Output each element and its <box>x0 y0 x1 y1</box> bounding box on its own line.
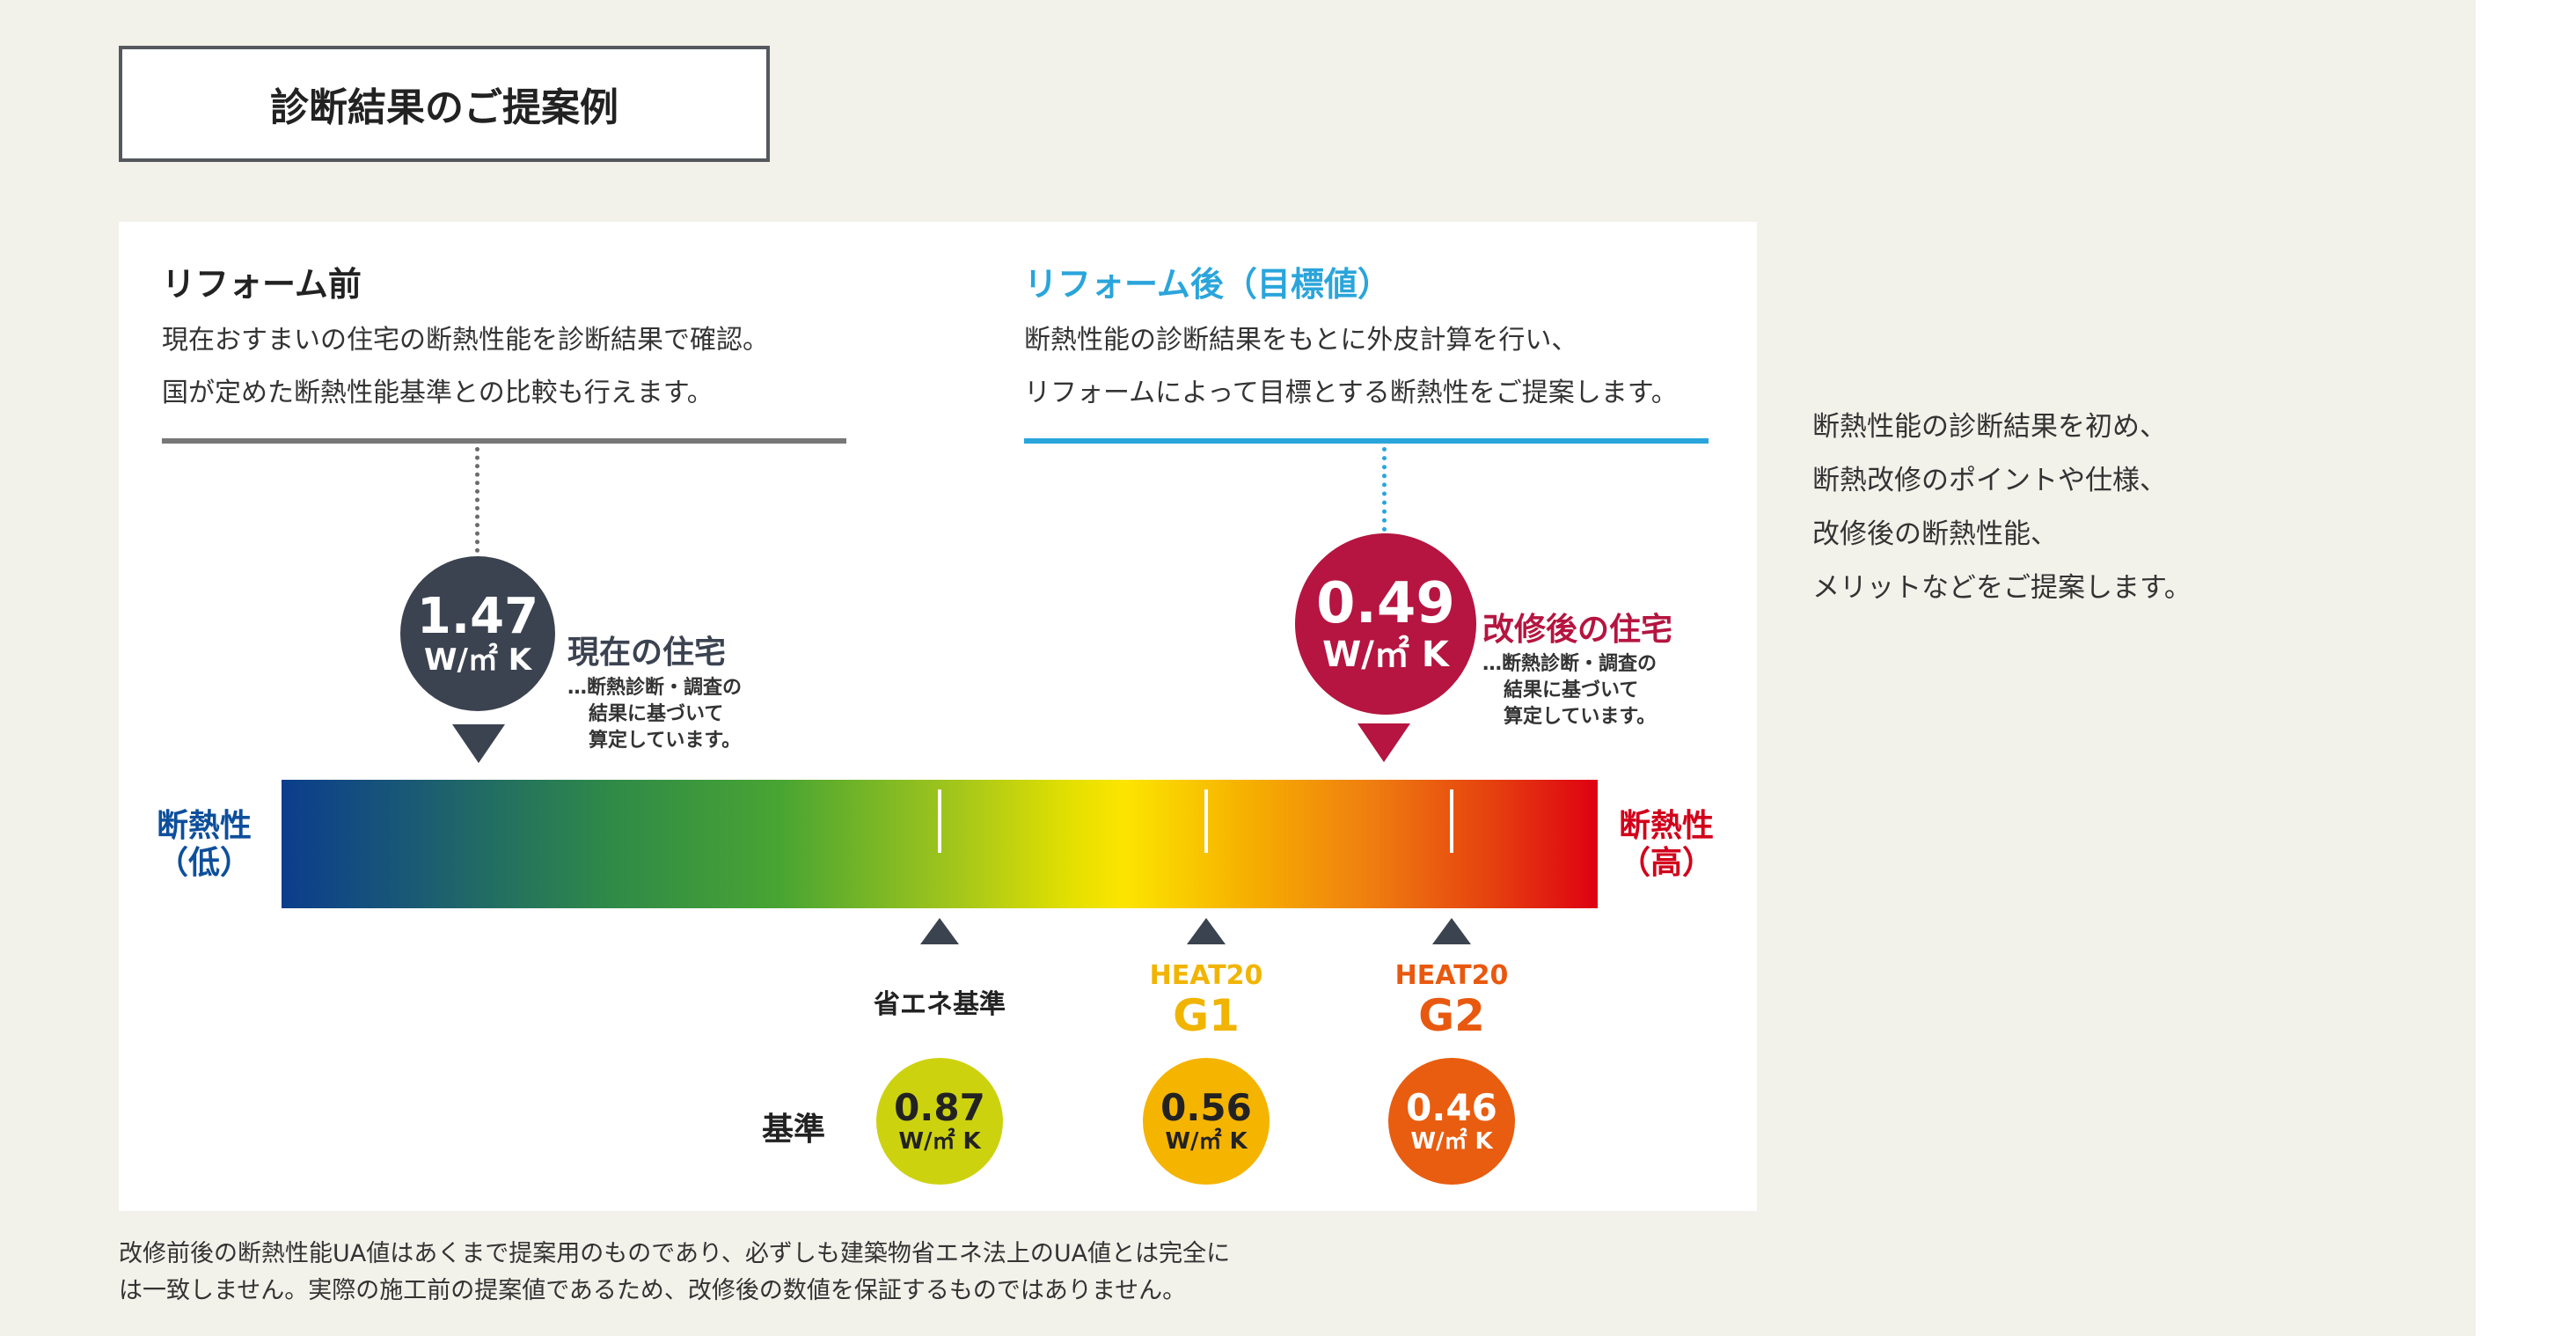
high-insulation-label: 断熱性 （高） <box>1619 808 1714 882</box>
g2-name-line: HEAT20 <box>1394 960 1509 991</box>
g2-tick-line <box>1450 789 1453 853</box>
standard-tick-line <box>938 789 941 853</box>
side-description: 断熱性能の診断結果を初め、 断熱改修のポイントや仕様、 改修後の断熱性能、 メリ… <box>1812 400 2192 615</box>
standard-name: 省エネ基準 <box>874 989 1006 1020</box>
diagnosis-panel <box>119 222 1757 1211</box>
after-marker-triangle <box>1358 723 1410 762</box>
before-desc-line: 国が定めた断熱性能基準との比較も行えます。 <box>162 378 714 408</box>
low-insulation-label: 断熱性 （低） <box>157 808 252 882</box>
after-note-line: 結果に基づいて <box>1504 679 1639 701</box>
before-note-line: …断熱診断・調査の <box>567 677 743 699</box>
g2-value: 0.46 <box>1406 1086 1497 1129</box>
after-dotted-connector <box>1382 447 1387 532</box>
high-label-line: 断熱性 <box>1619 808 1715 844</box>
before-marker-triangle <box>452 724 505 763</box>
before-description: 現在おすまいの住宅の断熱性能を診断結果で確認。 国が定めた断熱性能基準との比較も… <box>162 314 769 420</box>
before-note-line: 結果に基づいて <box>589 703 724 725</box>
g1-name-line: HEAT20 <box>1149 960 1263 991</box>
standard-row-label: 基準 <box>762 1112 826 1148</box>
g2-marker-triangle <box>1432 918 1471 944</box>
g1-value: 0.56 <box>1160 1086 1252 1129</box>
g2-value-circle: 0.46 W/㎡ K <box>1388 1058 1515 1185</box>
standard-value: 0.87 <box>894 1086 985 1129</box>
after-note-line: …断熱診断・調査の <box>1482 653 1658 675</box>
footnote: 改修前後の断熱性能UA値はあくまで提案用のものであり、必ずしも建築物省エネ法上の… <box>119 1236 1230 1310</box>
before-dotted-connector <box>475 447 479 553</box>
before-label: 現在の住宅 <box>567 635 727 671</box>
before-value: 1.47 <box>416 588 539 645</box>
g2-name: HEAT20 G2 <box>1364 960 1540 1041</box>
before-heading: リフォーム前 <box>162 265 362 304</box>
after-label: 改修後の住宅 <box>1482 612 1673 648</box>
low-label-line: 断熱性 <box>157 808 252 844</box>
after-value: 0.49 <box>1316 571 1455 636</box>
after-note: …断熱診断・調査の 結果に基づいて 算定しています。 <box>1482 651 1657 730</box>
standard-value-circle: 0.87 W/㎡ K <box>876 1058 1003 1185</box>
before-desc-line: 現在おすまいの住宅の断熱性能を診断結果で確認。 <box>162 325 769 356</box>
g1-name-line: G1 <box>1173 990 1240 1041</box>
after-value-circle: 0.49 W/㎡ K <box>1295 533 1476 715</box>
high-label-line: （高） <box>1619 845 1715 881</box>
after-desc-line: 断熱性能の診断結果をもとに外皮計算を行い、 <box>1024 325 1578 356</box>
g1-marker-triangle <box>1187 918 1226 944</box>
after-unit: W/㎡ K <box>1322 635 1449 675</box>
g1-unit: W/㎡ K <box>1165 1128 1248 1155</box>
g2-name-line: G2 <box>1418 990 1485 1041</box>
g2-unit: W/㎡ K <box>1410 1128 1493 1155</box>
after-description: 断熱性能の診断結果をもとに外皮計算を行い、 リフォームによって目標とする断熱性を… <box>1024 314 1678 420</box>
after-rule <box>1024 438 1709 444</box>
before-rule <box>162 438 846 444</box>
before-value-circle: 1.47 W/㎡ K <box>400 556 555 711</box>
before-note: …断熱診断・調査の 結果に基づいて 算定しています。 <box>567 675 742 754</box>
after-heading: リフォーム後（目標値） <box>1024 265 1391 304</box>
after-desc-line: リフォームによって目標とする断熱性をご提案します。 <box>1024 378 1678 408</box>
after-note-line: 算定しています。 <box>1504 706 1657 728</box>
g1-tick-line <box>1204 789 1208 853</box>
standard-unit: W/㎡ K <box>898 1128 981 1155</box>
standard-marker-triangle <box>920 918 959 944</box>
side-text-line: メリットなどをご提案します。 <box>1812 572 2192 604</box>
g1-value-circle: 0.56 W/㎡ K <box>1143 1058 1270 1185</box>
footnote-line: は一致しません。実際の施工前の提案値であるため、改修後の数値を保証するものではあ… <box>119 1277 1187 1304</box>
before-unit: W/㎡ K <box>423 642 532 678</box>
g1-name: HEAT20 G1 <box>1118 960 1294 1041</box>
footnote-line: 改修前後の断熱性能UA値はあくまで提案用のものであり、必ずしも建築物省エネ法上の… <box>119 1240 1231 1267</box>
low-label-line: （低） <box>157 845 252 881</box>
side-text-line: 改修後の断熱性能、 <box>1812 518 2058 550</box>
side-text-line: 断熱性能の診断結果を初め、 <box>1812 411 2167 443</box>
side-text-line: 断熱改修のポイントや仕様、 <box>1812 465 2167 496</box>
page-title: 診断結果のご提案例 <box>119 46 770 162</box>
before-note-line: 算定しています。 <box>589 730 742 752</box>
